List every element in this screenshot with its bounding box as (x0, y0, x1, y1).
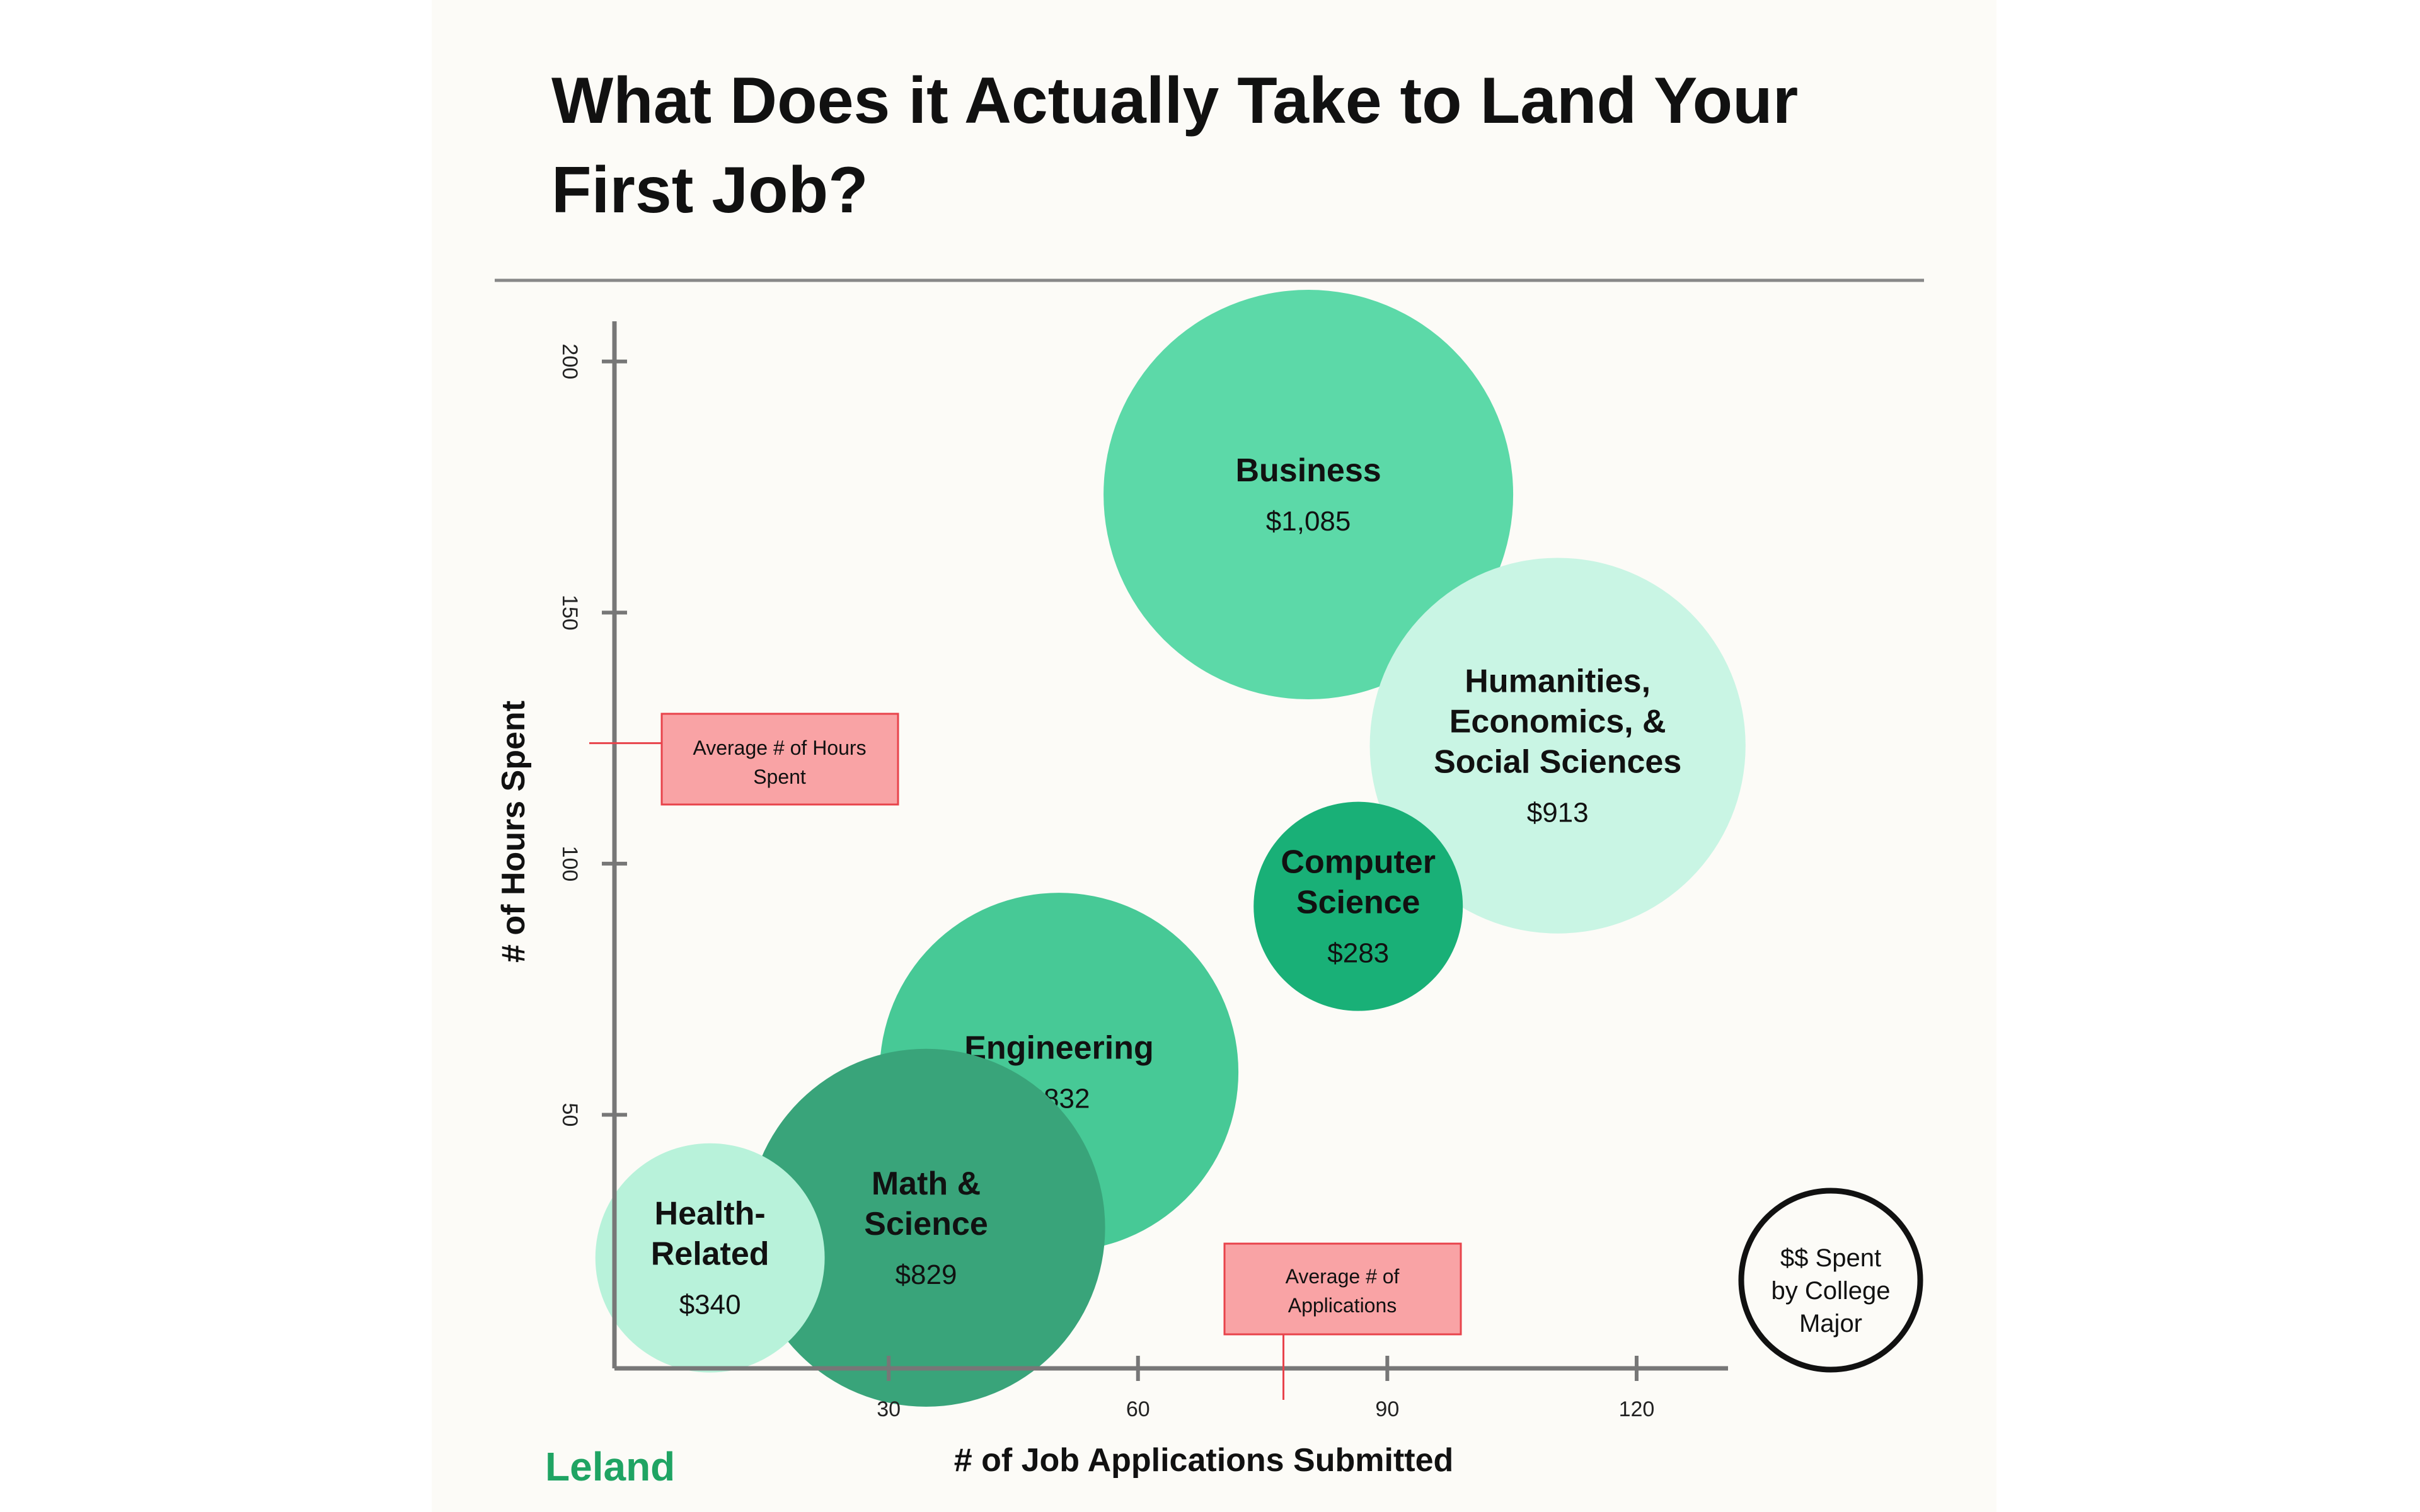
legend-line-1: $$ Spent (1780, 1244, 1881, 1272)
bubble-circle (1369, 558, 1746, 934)
average-hours-callout: Average # of Hours Spent (589, 713, 899, 806)
x-tick-label: 30 (877, 1397, 901, 1421)
bubble-label: Health- (655, 1196, 766, 1232)
y-tick-label: 200 (558, 343, 582, 379)
bubble-label: Engineering (964, 1030, 1153, 1067)
x-axis-title: # of Job Applications Submitted (954, 1442, 1454, 1479)
brand-logo: Leland (510, 1444, 675, 1489)
legend-line-3: Major (1799, 1310, 1862, 1337)
bubble-label: Humanities, (1465, 663, 1651, 700)
bubble-humanities-economics-social-sciences: Humanities, Economics, & Social Sciences $9… (1369, 558, 1746, 934)
bubble-cost-label: $829 (896, 1259, 957, 1290)
average-applications-callout: Average # of Applications (1223, 1242, 1462, 1400)
infographic: What Does it Actually Take to Land Your … (432, 0, 1997, 1512)
bubble-label: Science (1296, 885, 1420, 921)
bubble-label: Science (864, 1206, 988, 1242)
bubble-label: Social Sciences (1434, 744, 1681, 781)
y-tick-label: 100 (558, 846, 582, 882)
average-hours-box (660, 713, 899, 806)
bubble-label: Computer (1281, 844, 1436, 881)
chart-title-line-1: What Does it Actually Take to Land Your (551, 64, 1798, 137)
x-tick-label: 90 (1375, 1397, 1399, 1421)
average-hours-label: Average # of Hours (693, 736, 866, 759)
average-applications-box (1223, 1242, 1462, 1336)
x-tick-label: 60 (1126, 1397, 1150, 1421)
bubble-label: Economics, & (1449, 704, 1666, 740)
bubble-cost-label: $913 (1527, 798, 1589, 828)
average-hours-label: Spent (753, 765, 806, 788)
bubble-computer-science: Computer Science $283 (1253, 801, 1463, 1011)
bubble-math-science: Math & Science $829 (747, 1048, 1105, 1407)
bubble-circle (747, 1048, 1105, 1407)
bubble-label: Related (651, 1236, 769, 1273)
size-legend: $$ Spent by College Major (1738, 1188, 1923, 1373)
legend-line-2: by College (1771, 1277, 1890, 1305)
brand-name: Leland (545, 1444, 675, 1489)
bubble-cost-label: $283 (1327, 938, 1389, 969)
x-tick-label: 120 (1619, 1397, 1655, 1421)
y-axis-title: # of Hours Spent (495, 701, 532, 963)
average-applications-label: Average # of (1286, 1265, 1400, 1288)
axes-layer: 30 60 90 120 50 100 150 200 (558, 321, 1728, 1421)
bubble-layer: Business $1,085 Humanities, Economics, & Soc… (595, 290, 1746, 1407)
bubble-cost-label: $1,085 (1266, 506, 1351, 537)
bubble-health-related: Health- Related $340 (595, 1143, 825, 1373)
y-tick-label: 150 (558, 595, 582, 631)
bubble-label: Math & (872, 1166, 981, 1202)
y-tick-label: 50 (558, 1103, 582, 1127)
chart-title-line-2: First Job? (551, 154, 868, 227)
bubble-cost-label: $340 (679, 1290, 741, 1320)
bubble-circle (1103, 290, 1514, 700)
bubble-label: Business (1235, 452, 1381, 489)
leland-logo-icon (510, 1455, 528, 1476)
bubble-chart: What Does it Actually Take to Land Your … (495, 64, 1924, 1489)
bubble-circle (595, 1143, 825, 1373)
legend-circle (1738, 1188, 1923, 1373)
bubble-circle (1253, 801, 1463, 1011)
callout-layer: Average # of Hours Spent Average # of Appli… (589, 713, 1462, 1400)
bubble-business: Business $1,085 (1103, 290, 1514, 700)
average-applications-label: Applications (1288, 1294, 1397, 1317)
